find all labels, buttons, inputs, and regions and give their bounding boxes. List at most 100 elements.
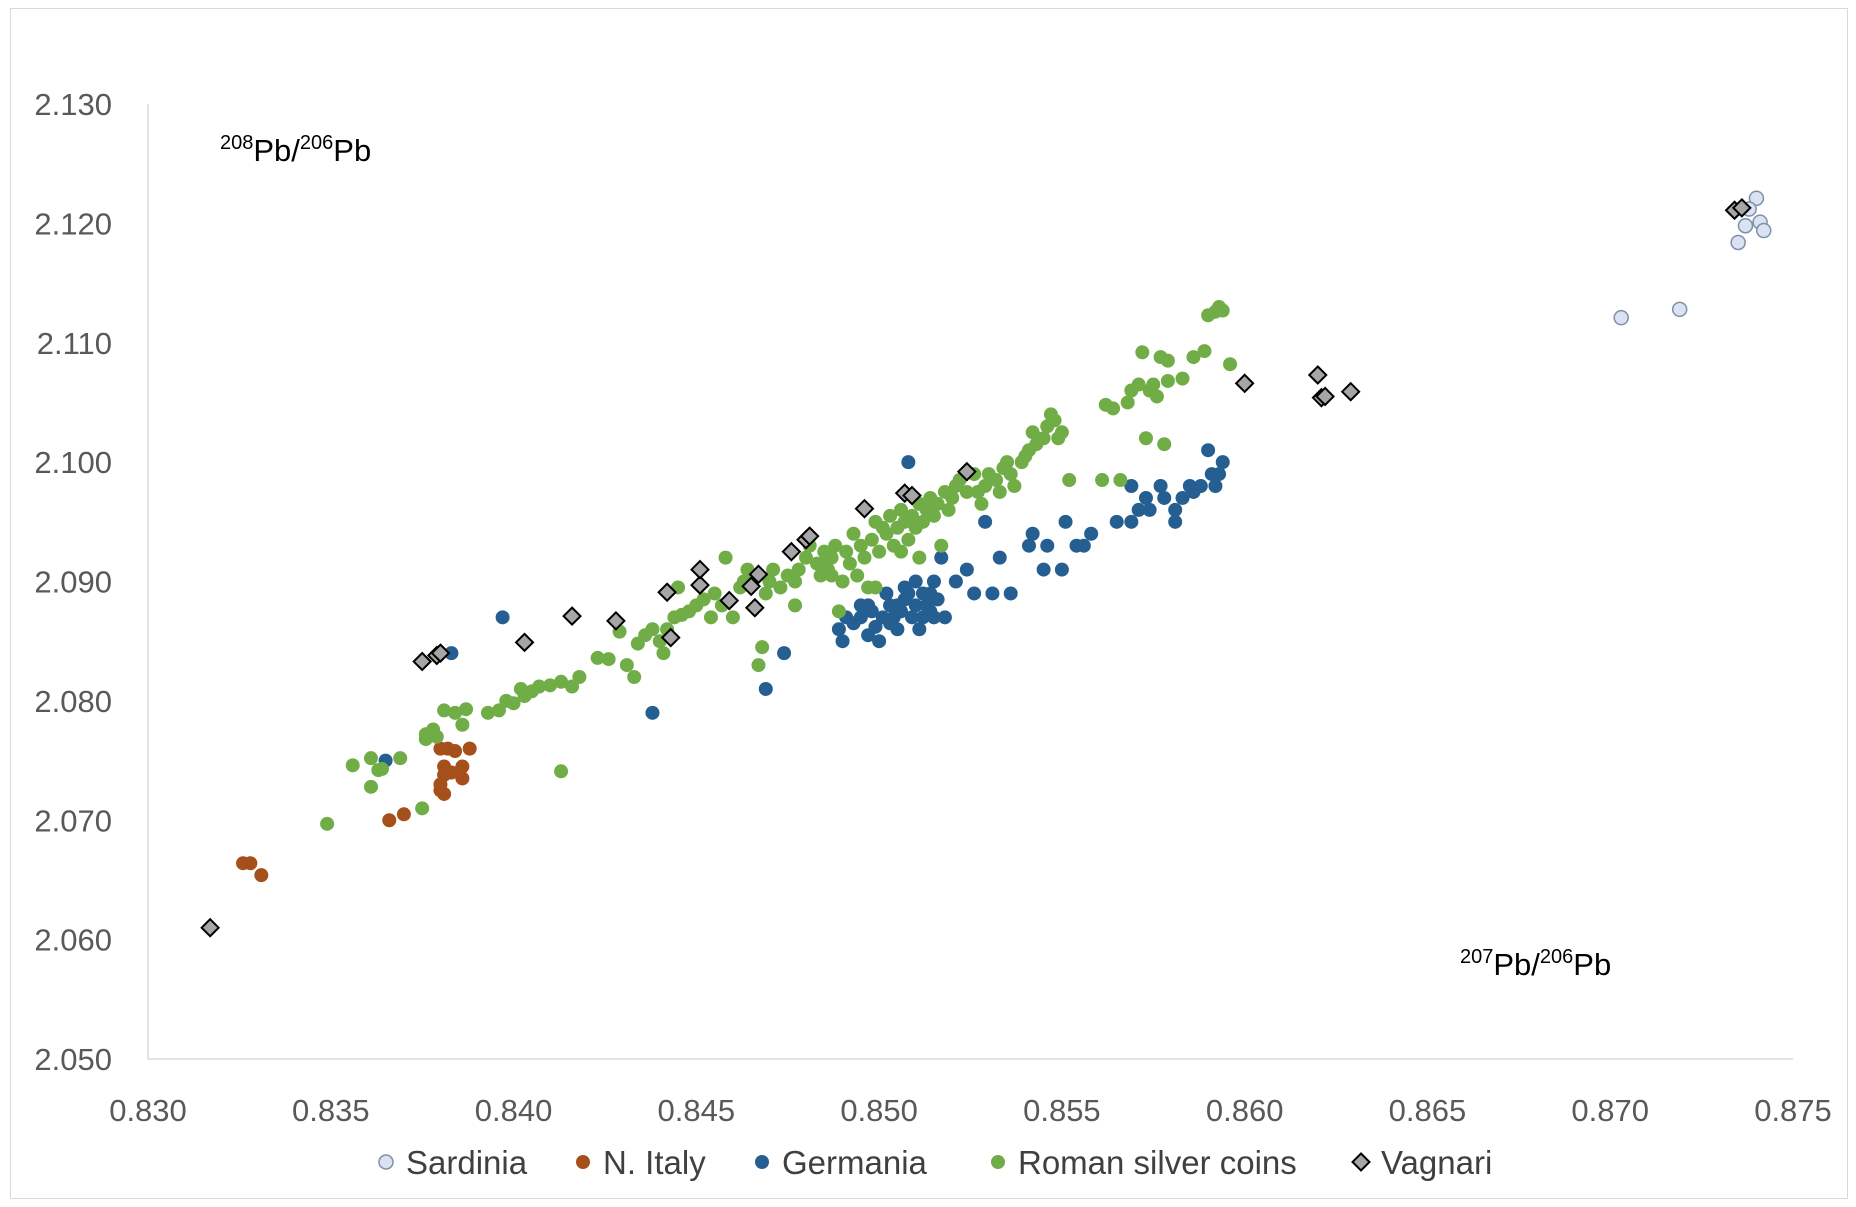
germania-point [1153,479,1168,493]
germania-point [853,610,868,625]
roman-silver-coins-point [926,508,941,523]
germania-point [926,574,941,589]
roman-silver-coins-point [1003,467,1018,482]
roman-silver-coins-point [1007,479,1022,493]
n-italy-point [462,741,477,756]
germania-point [1131,502,1146,517]
roman-silver-coins-point [1113,473,1128,488]
germania-point [864,604,879,619]
roman-silver-coins-point [393,751,408,766]
series-roman-silver-coins [320,299,1238,831]
roman-silver-coins-point [554,764,569,779]
legend-item-roman-silver-coins: Roman silver coins [991,1144,1297,1181]
vagnari-point [854,498,875,519]
roman-silver-coins-point [725,610,740,625]
vagnari-point [690,559,710,580]
sardinia-point [1748,190,1765,207]
x-axis-title: 207Pb/206Pb [1460,946,1611,982]
series-germania [378,443,1230,768]
roman-silver-coins-point [363,751,378,766]
roman-silver-coins-point [842,556,857,571]
legend-marker-germania [755,1155,769,1169]
n-italy-point [455,759,470,774]
roman-silver-coins-point [1157,437,1172,452]
roman-silver-coins-point [718,550,733,565]
roman-silver-coins-point [1062,473,1077,488]
legend-marker-n-italy [576,1155,590,1169]
roman-silver-coins-point [824,568,839,583]
roman-silver-coins-point [437,703,452,718]
roman-silver-coins-point [1106,401,1121,416]
x-tick-labels: 0.830 0.835 0.840 0.845 0.850 0.855 0.860 0.865… [109,1093,1832,1128]
germania-point [967,586,982,601]
roman-silver-coins-point [645,622,660,637]
roman-silver-coins-point [766,562,781,577]
n-italy-point [448,744,463,759]
y-axis-title-main1: Pb/ [253,133,300,168]
germania-point [890,622,905,637]
series-n-italy [236,741,477,883]
roman-silver-coins-point [1146,377,1161,392]
x-tick-label: 0.855 [1023,1093,1101,1128]
x-tick-label: 0.860 [1206,1093,1284,1128]
vagnari-point [799,526,820,547]
vagnari-point [605,610,626,631]
y-tick-label: 2.120 [34,206,112,241]
axes [147,104,1793,1060]
legend-item-sardinia: Sardinia [378,1144,528,1181]
roman-silver-coins-point [1138,431,1153,446]
n-italy-point [437,786,452,801]
data-points [200,190,1772,938]
germania-point [758,681,773,696]
roman-silver-coins-point [601,652,616,667]
roman-silver-coins-point [572,670,587,684]
vagnari-point [200,917,221,938]
y-axis-title: 208Pb/206Pb [220,132,371,168]
roman-silver-coins-point [1149,389,1164,404]
germania-point [1025,526,1040,541]
roman-silver-coins-point [491,703,506,718]
roman-silver-coins-point [707,586,722,601]
chart-frame [10,8,1848,1199]
germania-point [868,619,883,634]
roman-silver-coins-point [1054,425,1069,440]
vagnari-point [660,627,681,648]
roman-silver-coins-point [788,598,803,613]
roman-silver-coins-point [989,473,1004,488]
roman-silver-coins-point [864,532,879,547]
roman-silver-coins-point [817,556,832,571]
roman-silver-coins-point [751,658,766,673]
legend-label-sardinia: Sardinia [406,1144,528,1181]
vagnari-point [430,643,451,664]
roman-silver-coins-point [762,574,777,589]
roman-silver-coins-point [773,580,788,595]
roman-silver-coins-point [418,732,433,747]
vagnari-point [1234,373,1255,394]
germania-point [853,598,868,613]
germania-point [992,550,1007,565]
germania-point [948,574,963,589]
roman-silver-coins-point [905,508,920,523]
y-tick-label: 2.070 [34,803,112,838]
germania-point [1054,562,1069,577]
roman-silver-coins-point [857,550,872,565]
sardinia-point [1613,309,1629,326]
n-italy-point [382,813,397,828]
germania-point [1157,490,1172,505]
roman-silver-coins-point [480,705,495,720]
germania-point [894,604,909,619]
y-axis-title-sup2: 206 [300,132,333,154]
legend-marker-sardinia [378,1154,394,1170]
roman-silver-coins-point [448,705,463,720]
n-italy-point [243,856,258,871]
roman-silver-coins-point [455,717,470,732]
roman-silver-coins-point [1160,373,1175,388]
vagnari-point [412,651,433,672]
legend-label-germania: Germania [782,1144,928,1181]
series-vagnari [200,197,1752,938]
roman-silver-coins-point [415,801,430,816]
vagnari-point [1315,386,1336,407]
legend-item-n-italy: N. Italy [576,1144,706,1181]
roman-silver-coins-point [363,779,378,794]
germania-point [1040,538,1055,553]
